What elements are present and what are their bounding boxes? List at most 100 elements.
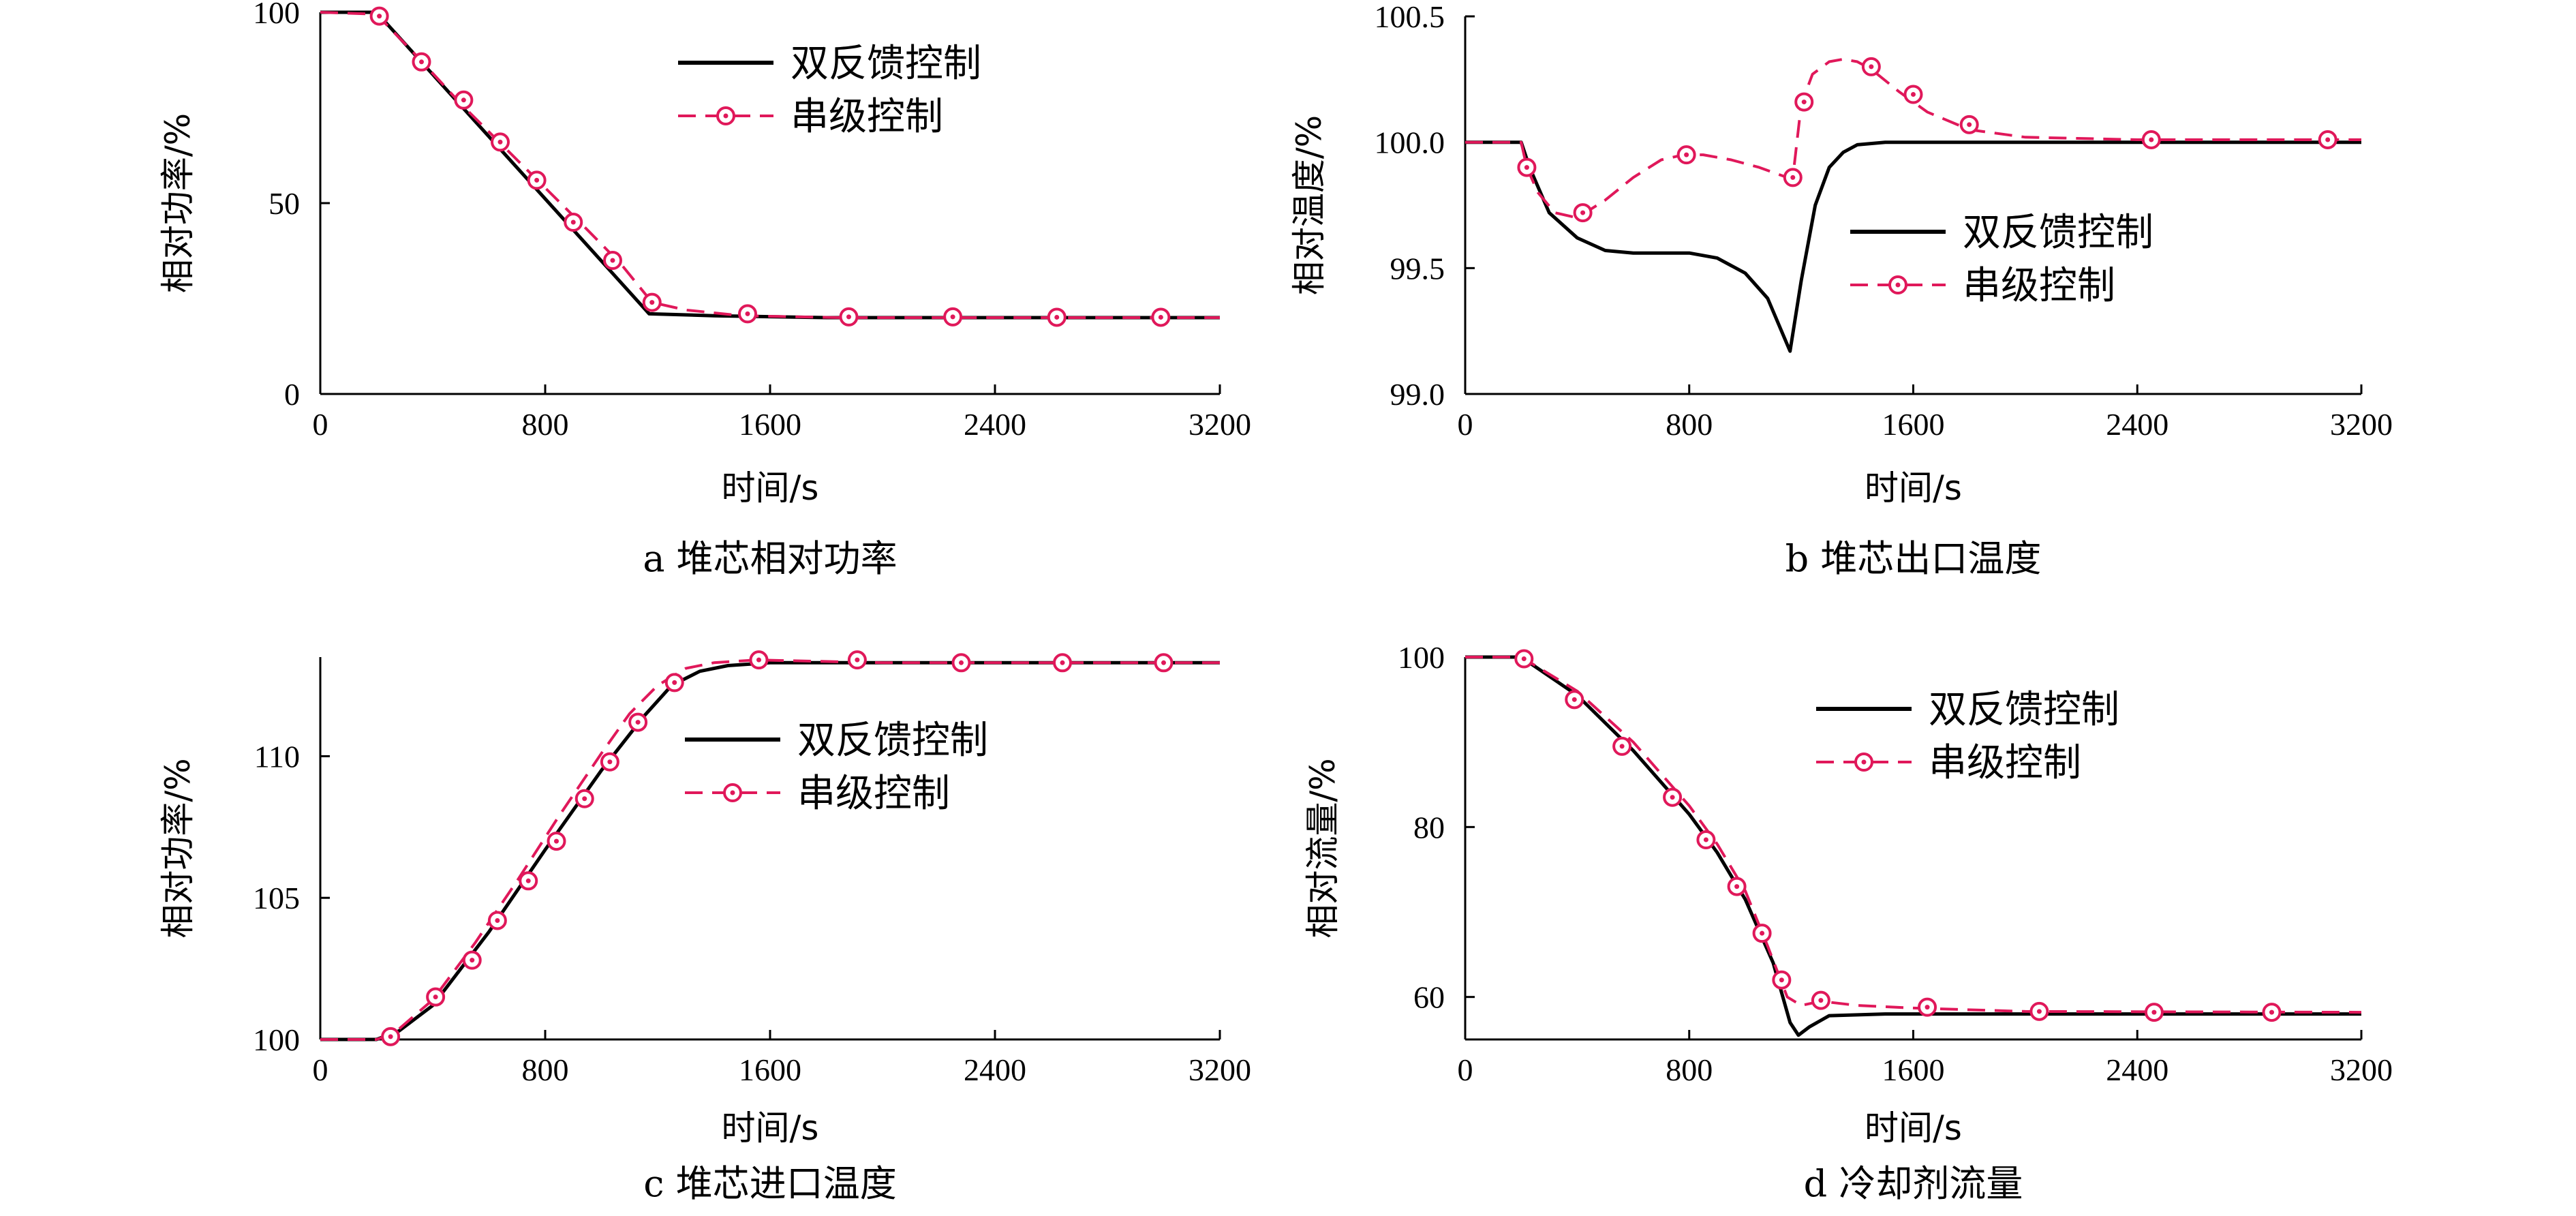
legend-label-cascade: 串级控制 xyxy=(797,772,950,816)
x-tick-label: 0 xyxy=(313,407,328,442)
x-tick-label: 3200 xyxy=(1189,407,1251,442)
x-tick-label: 0 xyxy=(1458,407,1473,442)
x-axis-label: 时间/s xyxy=(722,468,819,508)
chart-panel-d: 0 800 1600 2400 3200 60 80 100 时间/s 相对流量/% 双反馈控制串级… xyxy=(1303,640,2393,1205)
series-marker-cascade-dot xyxy=(950,314,955,320)
series-marker-cascade-dot xyxy=(1158,314,1163,320)
series-marker-cascade-dot xyxy=(1060,660,1065,665)
series-marker-cascade-dot xyxy=(525,878,531,883)
series-marker-cascade-dot xyxy=(2036,1009,2042,1014)
series-marker-cascade-dot xyxy=(554,838,559,844)
x-tick-label: 2400 xyxy=(2106,407,2168,442)
series-marker-cascade-dot xyxy=(1801,100,1807,105)
x-tick-label: 2400 xyxy=(964,407,1026,442)
x-tick-label: 800 xyxy=(1666,407,1713,442)
series-marker-cascade-dot xyxy=(2325,137,2331,142)
chart-panel-a: 0 800 1600 2400 3200 0 50 100 时间/s 相对功率/% 双反馈控制串级控… xyxy=(158,0,1251,580)
x-axis-label: 时间/s xyxy=(1865,1108,1962,1148)
series-marker-cascade-dot xyxy=(377,14,382,19)
x-axis-label: 时间/s xyxy=(722,1108,819,1148)
series-marker-cascade-dot xyxy=(649,300,655,305)
series-marker-cascade-dot xyxy=(1818,998,1824,1003)
series-marker-cascade-dot xyxy=(1619,744,1625,749)
series-marker-cascade-dot xyxy=(495,917,500,923)
x-tick-label: 800 xyxy=(522,407,569,442)
x-tick-label: 0 xyxy=(1458,1052,1473,1087)
series-marker-cascade-dot xyxy=(846,314,851,320)
x-tick-label: 2400 xyxy=(2106,1052,2168,1087)
x-tick-label: 800 xyxy=(1666,1052,1713,1087)
x-tick-label: 3200 xyxy=(2330,1052,2393,1087)
legend-marker-cascade-dot xyxy=(723,113,729,119)
y-axis-label: 相对功率/% xyxy=(158,113,198,293)
series-marker-cascade-dot xyxy=(1869,64,1874,70)
chart-panel-b: 0 800 1600 2400 3200 99.0 99.5 100.0 100.5 时间/s 相对… xyxy=(1289,0,2393,580)
series-line-cascade xyxy=(320,658,1220,1041)
series-marker-cascade-dot xyxy=(610,258,615,263)
series-marker-cascade-dot xyxy=(1521,656,1527,661)
x-tick-label: 3200 xyxy=(1189,1052,1251,1087)
series-marker-cascade-dot xyxy=(1161,660,1166,665)
x-tick-label: 800 xyxy=(522,1052,569,1087)
series-marker-cascade-dot xyxy=(1580,210,1586,215)
series-marker-cascade-dot xyxy=(1571,697,1577,702)
legend-marker-cascade-dot xyxy=(730,790,735,795)
x-axis-label: 时间/s xyxy=(1865,468,1962,508)
y-tick-label: 100 xyxy=(253,0,300,30)
series-marker-cascade-dot xyxy=(582,796,587,802)
series-marker-cascade-dot xyxy=(1054,314,1060,320)
series-marker-cascade-dot xyxy=(745,311,750,316)
y-tick-label: 50 xyxy=(269,186,300,221)
series-marker-cascade-dot xyxy=(1925,1005,1930,1010)
series-marker-cascade-dot xyxy=(1790,174,1796,180)
series-marker-cascade-dot xyxy=(433,994,438,1000)
legend-label-feedback: 双反馈控制 xyxy=(791,42,981,86)
x-tick-label: 1600 xyxy=(739,1052,801,1087)
series-line-feedback xyxy=(320,660,1220,1042)
y-tick-label: 100 xyxy=(1398,640,1445,675)
x-tick-label: 0 xyxy=(313,1052,328,1087)
series-marker-cascade-dot xyxy=(1779,977,1784,983)
series-line-cascade xyxy=(1465,57,2361,219)
legend-marker-cascade-dot xyxy=(1861,759,1867,765)
series-marker-cascade-dot xyxy=(1734,884,1740,890)
y-tick-label: 100.0 xyxy=(1375,125,1445,160)
y-tick-label: 99.0 xyxy=(1390,377,1445,412)
series-marker-cascade-dot xyxy=(2269,1009,2274,1015)
y-axis-label: 相对流量/% xyxy=(1303,758,1343,938)
x-tick-label: 2400 xyxy=(964,1052,1026,1087)
x-tick-label: 1600 xyxy=(1882,1052,1945,1087)
series-marker-cascade-dot xyxy=(2149,137,2154,142)
series-line-cascade xyxy=(1465,656,2362,1014)
legend-label-cascade: 串级控制 xyxy=(1963,264,2115,308)
series-marker-cascade-dot xyxy=(470,958,475,963)
series-marker-cascade-dot xyxy=(672,680,677,685)
series-marker-cascade-dot xyxy=(1670,795,1675,800)
y-tick-label: 100 xyxy=(253,1022,300,1057)
series-marker-cascade-dot xyxy=(388,1034,393,1039)
series-marker-cascade-dot xyxy=(570,219,576,225)
x-tick-label: 1600 xyxy=(1882,407,1945,442)
y-tick-label: 105 xyxy=(253,881,300,915)
series-marker-cascade-dot xyxy=(1760,930,1765,936)
series-marker-cascade-dot xyxy=(534,177,540,183)
legend-label-feedback: 双反馈控制 xyxy=(797,718,988,763)
series-marker-cascade-dot xyxy=(497,139,503,145)
panel-caption: b 堆芯出口温度 xyxy=(1785,537,2042,580)
series-marker-cascade-dot xyxy=(1911,91,1916,97)
series-marker-cascade-dot xyxy=(635,720,641,725)
series-marker-cascade-dot xyxy=(1524,165,1529,170)
panel-caption: a 堆芯相对功率 xyxy=(643,537,897,580)
series-marker-cascade-dot xyxy=(1684,152,1689,157)
y-tick-label: 80 xyxy=(1413,810,1445,845)
series-marker-cascade-dot xyxy=(1967,122,1972,127)
series-line-feedback xyxy=(1465,140,2361,353)
y-tick-label: 60 xyxy=(1413,980,1445,1015)
series-line-feedback xyxy=(320,10,1220,320)
legend-label-feedback: 双反馈控制 xyxy=(1929,688,2119,732)
y-axis-label: 相对温度/% xyxy=(1289,115,1329,295)
y-tick-label: 100.5 xyxy=(1375,0,1445,34)
y-tick-label: 99.5 xyxy=(1390,251,1445,286)
y-tick-label: 110 xyxy=(254,739,300,774)
